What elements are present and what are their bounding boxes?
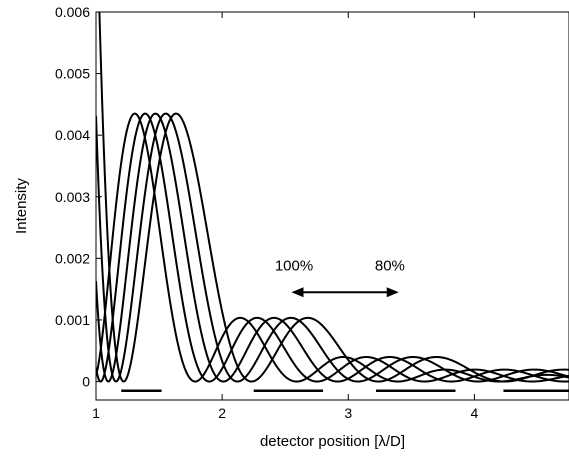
series-line-1	[98, 12, 569, 383]
series-line-2	[96, 112, 569, 383]
x-tick-label: 1	[92, 405, 100, 421]
annotations: 100% 80%	[275, 258, 405, 298]
series-line-5	[96, 112, 569, 383]
x-tick-label: 2	[218, 405, 226, 421]
annotation-label: 80%	[375, 258, 405, 275]
y-tick-label: 0.002	[55, 250, 90, 266]
y-tick-label: 0	[82, 374, 90, 390]
series-line-4	[96, 112, 569, 383]
y-tick-label: 0.003	[55, 189, 90, 205]
y-axis-label: Intensity	[13, 178, 30, 234]
axes-box	[95, 11, 569, 401]
x-tick-label: 4	[471, 405, 479, 421]
annotation-label: 100%	[275, 258, 313, 275]
y-tick-label: 0.001	[55, 312, 90, 328]
y-tick-label: 0.006	[55, 4, 90, 20]
arrow-head-right	[386, 287, 399, 298]
axis-ticks: 1 2 3 4 0 0.001 0.002 0.003 0.004 0.005 0.006	[55, 4, 479, 421]
y-tick-label: 0.005	[55, 66, 90, 82]
series-line-3	[96, 112, 569, 383]
y-tick-label: 0.004	[55, 127, 90, 143]
arrow-head-left	[291, 287, 304, 298]
series-curves	[96, 12, 569, 383]
x-tick-label: 3	[344, 405, 352, 421]
x-axis-label: detector position [λ/D]	[260, 433, 405, 450]
